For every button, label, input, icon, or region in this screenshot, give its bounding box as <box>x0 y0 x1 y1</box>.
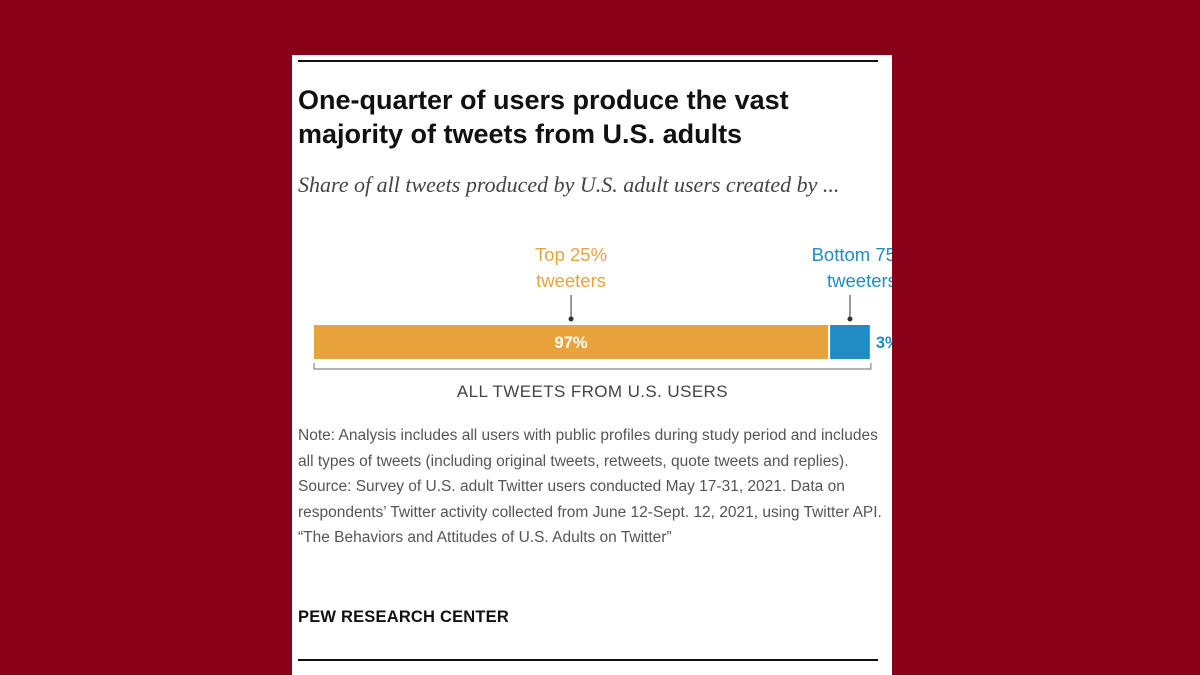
series-label-top-line2: tweeters <box>536 270 606 291</box>
chart-subtitle: Share of all tweets produced by U.S. adu… <box>298 172 840 197</box>
bar-bottom-75 <box>830 325 870 359</box>
chart-title: One-quarter of users produce the vast ma… <box>298 85 789 149</box>
stacked-bar-chart: Top 25% tweeters Bottom 75% tweeters 97%… <box>313 244 892 401</box>
axis-bracket <box>313 363 872 370</box>
source-text: Source: Survey of U.S. adult Twitter use… <box>298 478 882 521</box>
bottom-rule <box>298 659 878 661</box>
value-label-bottom: 3% <box>876 334 892 352</box>
chart-card: One-quarter of users produce the vast ma… <box>292 55 892 675</box>
leader-dot-top <box>568 316 574 322</box>
series-label-bottom-line2: tweeters <box>827 270 892 291</box>
note-text: Note: Analysis includes all users with p… <box>298 427 878 470</box>
x-axis-label: ALL TWEETS FROM U.S. USERS <box>457 382 728 401</box>
top-rule <box>298 60 878 62</box>
pew-logo: PEW RESEARCH CENTER <box>298 608 509 626</box>
leader-dot-bottom <box>847 316 853 322</box>
report-title: “The Behaviors and Attitudes of U.S. Adu… <box>298 529 672 546</box>
bar-top-25 <box>314 325 829 359</box>
value-label-top: 97% <box>555 334 588 352</box>
notes-section: Note: Analysis includes all users with p… <box>298 423 883 551</box>
series-label-bottom-line1: Bottom 75% <box>812 244 892 265</box>
series-label-top-line1: Top 25% <box>535 244 607 265</box>
